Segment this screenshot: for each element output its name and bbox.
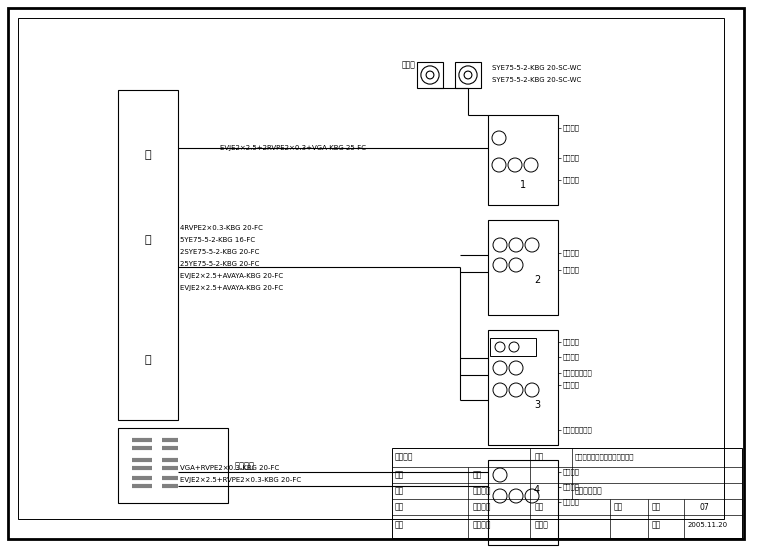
Text: 字: 字 bbox=[144, 355, 151, 365]
Text: 校对: 校对 bbox=[395, 502, 404, 512]
Text: 施工会审: 施工会审 bbox=[473, 502, 492, 512]
Text: EVJE2×2.5+RVPE2×0.3-KBG 20-FC: EVJE2×2.5+RVPE2×0.3-KBG 20-FC bbox=[180, 477, 301, 483]
Bar bbox=[488, 115, 558, 205]
Text: 国防人才就业信息中心信息中心: 国防人才就业信息中心信息中心 bbox=[575, 453, 635, 460]
Text: 电脑插孔: 电脑插孔 bbox=[563, 155, 580, 162]
Text: 1: 1 bbox=[520, 180, 526, 190]
Text: 图别: 图别 bbox=[535, 502, 544, 512]
Text: SYE75-5-2-KBG 20-SC-WC: SYE75-5-2-KBG 20-SC-WC bbox=[492, 65, 581, 71]
Bar bbox=[118, 90, 178, 420]
Bar bbox=[417, 62, 443, 88]
Text: 层: 层 bbox=[144, 235, 151, 245]
Text: 电脑插孔: 电脑插孔 bbox=[563, 382, 580, 388]
Text: 审定: 审定 bbox=[395, 521, 404, 529]
Text: EVJE2×2.5+AVAYA-KBG 20-FC: EVJE2×2.5+AVAYA-KBG 20-FC bbox=[180, 273, 283, 279]
Text: EVJE2×2.5+AVAYA-KBG 20-FC: EVJE2×2.5+AVAYA-KBG 20-FC bbox=[180, 285, 283, 291]
Text: 图号: 图号 bbox=[652, 502, 661, 512]
Text: 设计单位: 设计单位 bbox=[395, 452, 413, 462]
Text: 楼: 楼 bbox=[144, 150, 151, 160]
Text: EVJE2×2.5+2RVPE2×0.3+VGA-KBG 25-FC: EVJE2×2.5+2RVPE2×0.3+VGA-KBG 25-FC bbox=[220, 145, 366, 151]
Bar bbox=[488, 330, 558, 445]
Bar bbox=[392, 448, 742, 538]
Text: VGA+RVPE2×0.3-KBG 20-FC: VGA+RVPE2×0.3-KBG 20-FC bbox=[180, 465, 279, 471]
Text: 2: 2 bbox=[534, 275, 540, 285]
Text: 电脑插孔: 电脑插孔 bbox=[563, 499, 580, 505]
Bar bbox=[488, 220, 558, 315]
Bar bbox=[118, 428, 228, 503]
Text: 网线插孔: 网线插孔 bbox=[563, 339, 580, 345]
Bar bbox=[488, 460, 558, 545]
Bar bbox=[490, 338, 536, 356]
Text: 制图: 制图 bbox=[473, 471, 483, 480]
Text: 2005.11.20: 2005.11.20 bbox=[688, 522, 728, 528]
Text: 弱电插座: 弱电插座 bbox=[235, 462, 255, 471]
Bar bbox=[455, 62, 481, 88]
Text: 图纸号: 图纸号 bbox=[535, 521, 549, 529]
Text: 复查: 复查 bbox=[395, 487, 404, 496]
Text: 影视视频插视孔: 影视视频插视孔 bbox=[563, 427, 593, 433]
Text: 4RVPE2×0.3-KBG 20-FC: 4RVPE2×0.3-KBG 20-FC bbox=[180, 225, 263, 231]
Text: 话筒插孔: 话筒插孔 bbox=[563, 484, 580, 490]
Text: 日期: 日期 bbox=[652, 521, 661, 529]
Text: 修理复查: 修理复查 bbox=[473, 487, 492, 496]
Text: 制图: 制图 bbox=[395, 471, 404, 480]
Text: 麦克话筒音频孔: 麦克话筒音频孔 bbox=[563, 370, 593, 376]
Text: 07: 07 bbox=[700, 502, 710, 512]
Text: 音像插孔: 音像插孔 bbox=[563, 250, 580, 256]
Text: 电气: 电气 bbox=[614, 502, 623, 512]
Text: 话筒插孔: 话筒插孔 bbox=[563, 176, 580, 183]
Text: 摄像机: 摄像机 bbox=[402, 60, 416, 69]
Text: 项目: 项目 bbox=[535, 452, 544, 462]
Text: 话筒插孔: 话筒插孔 bbox=[563, 267, 580, 273]
Text: 5YE75-5-2-KBG 16-FC: 5YE75-5-2-KBG 16-FC bbox=[180, 237, 255, 243]
Text: 25YE75-5-2-KBG 20-FC: 25YE75-5-2-KBG 20-FC bbox=[180, 261, 259, 267]
Text: 多媒体弱电图: 多媒体弱电图 bbox=[575, 487, 603, 496]
Text: 音像插孔: 音像插孔 bbox=[563, 468, 580, 475]
Text: 音像插孔: 音像插孔 bbox=[563, 125, 580, 132]
Text: 工程审定: 工程审定 bbox=[473, 521, 492, 529]
Text: 2SYE75-5-2-KBG 20-FC: 2SYE75-5-2-KBG 20-FC bbox=[180, 249, 259, 255]
Text: 4: 4 bbox=[534, 485, 540, 495]
Text: SYE75-5-2-KBG 20-SC-WC: SYE75-5-2-KBG 20-SC-WC bbox=[492, 77, 581, 83]
Text: 话筒插孔: 话筒插孔 bbox=[563, 354, 580, 360]
Text: 3: 3 bbox=[534, 400, 540, 410]
